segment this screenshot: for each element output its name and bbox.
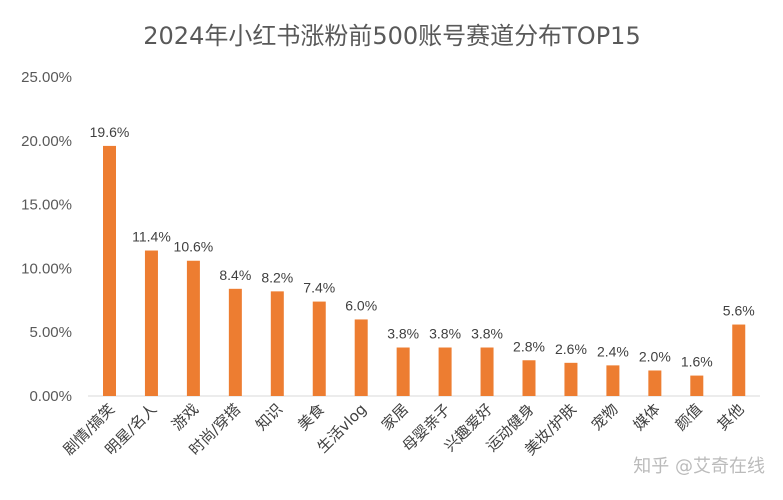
data-label: 11.4% [132, 229, 171, 245]
data-label: 3.8% [429, 326, 461, 342]
x-tick-label: 游戏 [168, 400, 202, 434]
bar [690, 375, 704, 396]
x-tick-label: 家居 [378, 400, 412, 434]
data-label: 1.6% [681, 354, 713, 370]
x-tick-label: 美食 [294, 400, 328, 434]
data-label: 2.6% [555, 341, 587, 357]
bar [522, 360, 536, 396]
bar [103, 145, 116, 396]
x-tick-label: 媒体 [630, 400, 664, 434]
bar [480, 347, 494, 396]
bar [354, 319, 368, 396]
y-tick-label: 25.00% [21, 69, 72, 86]
y-tick-label: 10.00% [21, 260, 72, 277]
data-label: 2.8% [513, 338, 545, 354]
x-tick-label: 颜值 [672, 400, 706, 434]
data-label: 7.4% [303, 280, 335, 296]
y-tick-label: 20.00% [21, 133, 72, 150]
bar [396, 347, 410, 396]
bar [606, 365, 620, 396]
data-label: 10.6% [174, 239, 214, 255]
data-label: 19.6% [90, 124, 130, 140]
x-tick-label: 其他 [714, 400, 748, 434]
data-label: 8.2% [261, 269, 293, 285]
watermark: 知乎 @艾奇在线 [633, 456, 765, 477]
data-label: 5.6% [723, 303, 755, 319]
bar [186, 260, 200, 396]
bar [648, 370, 662, 396]
bar [438, 347, 452, 396]
data-label: 3.8% [387, 326, 419, 342]
chart-title: 2024年小红书涨粉前500账号赛道分布TOP15 [143, 22, 640, 50]
bar [144, 250, 158, 396]
data-label: 2.0% [639, 348, 671, 364]
y-tick-label: 0.00% [29, 388, 72, 405]
bar [312, 301, 326, 396]
data-label: 2.4% [597, 343, 629, 359]
bar [564, 362, 578, 396]
data-label: 3.8% [471, 326, 503, 342]
data-label: 6.0% [345, 297, 377, 313]
y-tick-label: 15.00% [21, 197, 72, 214]
data-label: 8.4% [219, 267, 251, 283]
bar [732, 324, 746, 396]
x-tick-label: 宠物 [588, 400, 622, 434]
y-tick-label: 5.00% [29, 324, 72, 341]
bar [270, 291, 284, 396]
x-tick-label: 知识 [252, 400, 286, 434]
bar [228, 288, 242, 396]
